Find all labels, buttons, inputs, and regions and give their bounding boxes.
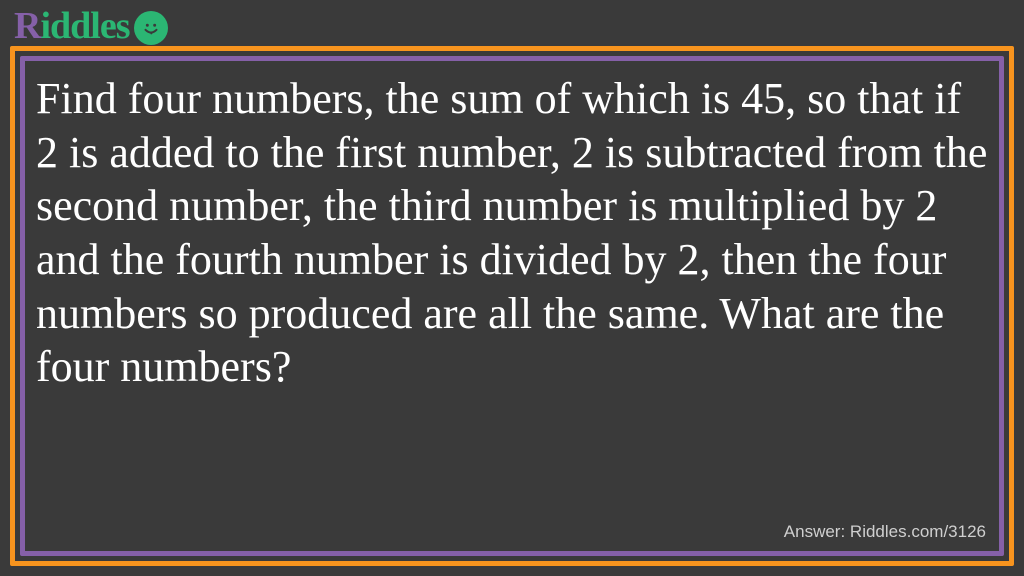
riddle-body-text: Find four numbers, the sum of which is 4… bbox=[36, 72, 988, 394]
logo-first-letter: R bbox=[14, 5, 40, 47]
site-logo: Riddles bbox=[14, 4, 168, 48]
logo-rest: iddles bbox=[40, 5, 129, 47]
answer-source-link[interactable]: Answer: Riddles.com/3126 bbox=[784, 522, 986, 542]
logo-text: Riddles bbox=[14, 4, 130, 48]
smiley-tongue-icon bbox=[134, 11, 168, 45]
